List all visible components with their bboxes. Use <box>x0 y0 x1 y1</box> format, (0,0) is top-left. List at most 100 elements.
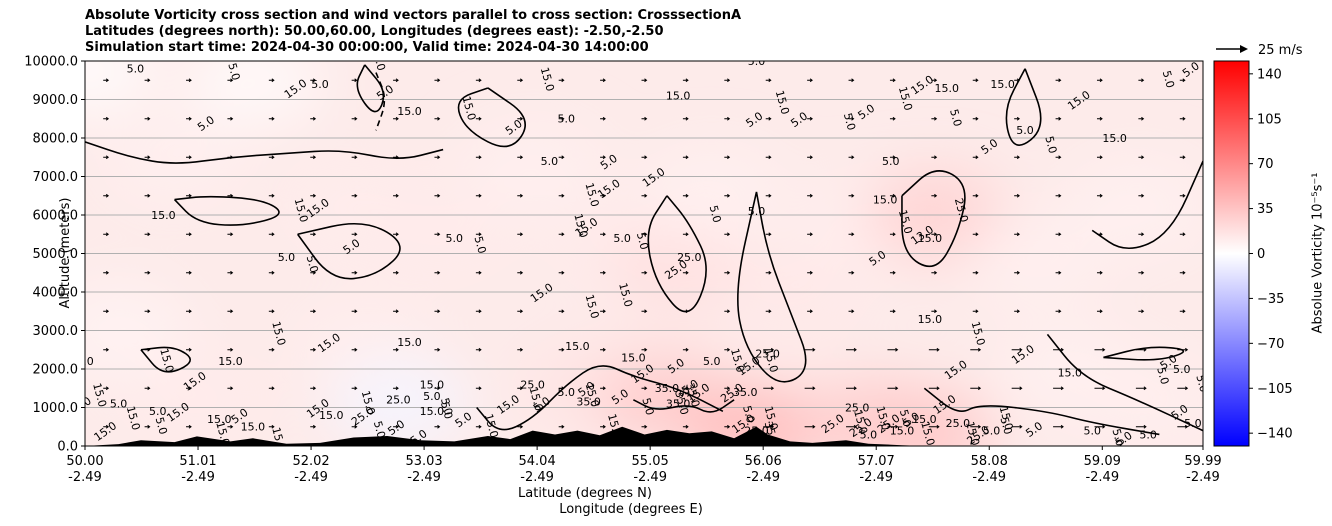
wind-vector <box>848 193 855 198</box>
contour-label: 5.0 <box>446 232 464 245</box>
wind-vector <box>434 78 441 83</box>
contour-label: 5.0 <box>748 205 766 218</box>
wind-vector <box>600 309 606 314</box>
wind-vector <box>434 193 441 198</box>
wind-vector <box>1179 78 1186 83</box>
wind-vector <box>310 309 317 314</box>
colorbar-tick-label: 35 <box>1257 202 1274 217</box>
x-tick-label-lat: 54.04 <box>519 454 556 469</box>
wind-vector <box>351 270 358 275</box>
wind-vector <box>682 232 689 237</box>
wind-vector <box>227 270 234 275</box>
wind-vector <box>1014 193 1021 198</box>
contour-label: 15.0 <box>538 66 557 93</box>
contour-label: 5.0 <box>998 416 1015 436</box>
x-tick-label-lon: -2.49 <box>68 470 102 485</box>
wind-vector <box>807 309 813 314</box>
x-tick-label-lat: 55.05 <box>632 454 669 469</box>
wind-vector <box>310 78 317 83</box>
wind-vector <box>268 193 275 198</box>
contour-label: 15.0 <box>583 181 602 208</box>
wind-vector <box>846 386 857 391</box>
contour-label: 5.0 <box>225 62 242 82</box>
contour-label: 35.0 <box>672 389 691 416</box>
wind-vector <box>1177 386 1189 391</box>
wind-vector <box>144 424 151 429</box>
wind-vector <box>351 424 358 429</box>
wind-vector <box>268 116 275 121</box>
x-tick-label-lat: 59.09 <box>1084 454 1121 469</box>
contour-label: 35.0 <box>683 382 702 409</box>
wind-vector <box>393 386 399 391</box>
wind-vector <box>600 193 606 198</box>
wind-vector <box>558 78 565 83</box>
wind-vector <box>393 424 399 429</box>
contour-label: 15.0 <box>605 412 624 439</box>
wind-vector <box>1094 424 1106 429</box>
wind-vector <box>765 193 772 198</box>
colorbar-tick-label: −35 <box>1257 292 1284 307</box>
wind-vector <box>848 232 855 237</box>
contour-label: 15.0 <box>912 413 937 426</box>
wind-vector <box>928 347 940 352</box>
contour-label: 15.0 <box>762 405 781 432</box>
x-tick-label-lat: 52.02 <box>292 454 329 469</box>
wind-vector <box>186 309 192 314</box>
terrain-silhouette <box>85 426 1203 446</box>
wind-vector <box>144 270 151 275</box>
wind-vector <box>103 78 110 83</box>
wind-vector <box>1096 270 1103 275</box>
wind-vector <box>765 270 772 275</box>
wind-vector <box>393 270 399 275</box>
wind-vector <box>1096 309 1103 314</box>
wind-vector <box>931 193 938 198</box>
wind-key: 25 m/s <box>1216 43 1303 58</box>
wind-vector <box>517 116 524 121</box>
wind-vector <box>1179 309 1186 314</box>
wind-vector <box>887 386 899 391</box>
wind-vector <box>1014 309 1021 314</box>
contour-label: 15.0 <box>420 378 445 391</box>
wind-vector <box>517 309 524 314</box>
contour-label: 15.0 <box>124 405 143 432</box>
contour-label: 15.0 <box>571 212 590 239</box>
plot-area: 5.0 5.0 15.0 5.0 5.0 5.0 15.0 15.0 5.0 15.0 15.0 15… <box>84 60 1204 447</box>
wind-vector <box>1138 309 1145 314</box>
contour-label: 15.0 <box>482 412 501 439</box>
wind-vector <box>848 309 855 314</box>
x-tick-label-lon: -2.49 <box>859 470 893 485</box>
colorbar-tick-label: −140 <box>1257 427 1293 442</box>
wind-vector <box>475 78 482 83</box>
chart-title-line-1: Absolute Vorticity cross section and win… <box>85 8 742 23</box>
wind-key-label: 25 m/s <box>1258 43 1303 58</box>
contour-label: 15.0 <box>918 232 943 245</box>
wind-vector <box>972 78 979 83</box>
wind-vector <box>1179 270 1186 275</box>
wind-vector <box>144 309 151 314</box>
wind-vector <box>682 155 689 160</box>
wind-vector <box>434 116 441 121</box>
y-tick-label: 4000.0 <box>33 286 79 301</box>
y-tick-label: 7000.0 <box>33 170 79 185</box>
contour-label: 5.0 <box>1160 69 1177 89</box>
wind-vector <box>103 270 110 275</box>
contour-line <box>901 170 966 268</box>
x-tick-label-lon: -2.49 <box>633 470 667 485</box>
contour-label: 25.0 <box>677 251 702 264</box>
wind-vector <box>807 232 813 237</box>
wind-vector <box>475 347 482 352</box>
wind-vector <box>310 270 317 275</box>
chart-title-line-2: Latitudes (degrees north): 50.00,60.00, … <box>85 24 664 39</box>
contour-label: 5.0 <box>740 404 757 424</box>
contour-label: 15.0 <box>1102 132 1127 145</box>
wind-vector <box>1011 386 1023 391</box>
contour-label: 5.0 <box>557 113 575 126</box>
wind-vector <box>972 309 979 314</box>
wind-vector <box>848 270 855 275</box>
contour-label: 15.0 <box>1058 367 1083 380</box>
wind-vector <box>1053 347 1064 352</box>
colorbar-tick-label: 70 <box>1257 157 1274 172</box>
contour-label: 15.0 <box>874 405 893 432</box>
wind-vector <box>600 78 606 83</box>
